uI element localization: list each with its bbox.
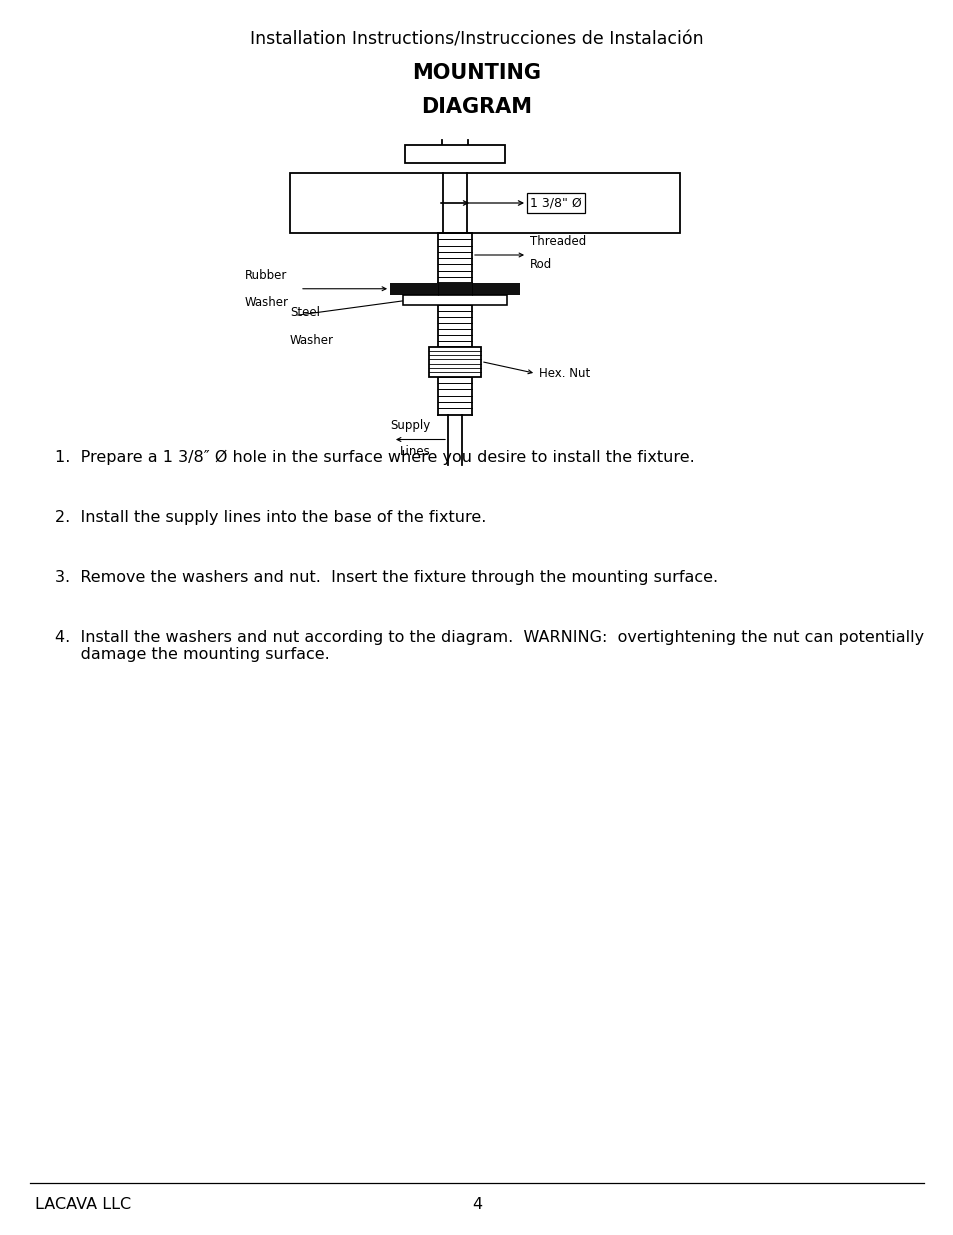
Text: 3.  Remove the washers and nut.  Insert the fixture through the mounting surface: 3. Remove the washers and nut. Insert th…: [55, 571, 718, 585]
Bar: [290, 173, 679, 233]
Text: 2.  Install the supply lines into the base of the fixture.: 2. Install the supply lines into the bas…: [55, 510, 486, 525]
Text: Washer: Washer: [290, 333, 334, 347]
Text: 1.  Prepare a 1 3/8″ Ø hole in the surface where you desire to install the fixtu: 1. Prepare a 1 3/8″ Ø hole in the surfac…: [55, 450, 694, 466]
Text: Washer: Washer: [245, 295, 289, 309]
Bar: [405, 144, 504, 163]
Bar: [402, 294, 506, 305]
Bar: [429, 347, 480, 377]
Text: Installation Instructions/Instrucciones de Instalación: Installation Instructions/Instrucciones …: [250, 30, 703, 48]
Text: 1 3/8" Ø: 1 3/8" Ø: [530, 196, 581, 210]
Text: Rod: Rod: [530, 258, 552, 270]
Text: Supply: Supply: [391, 419, 431, 431]
Text: MOUNTING: MOUNTING: [412, 63, 541, 83]
Text: Steel: Steel: [290, 306, 319, 320]
Text: 4: 4: [472, 1197, 481, 1212]
Text: LACAVA LLC: LACAVA LLC: [35, 1197, 131, 1212]
Text: DIAGRAM: DIAGRAM: [421, 98, 532, 117]
Text: Hex. Nut: Hex. Nut: [538, 367, 590, 380]
Text: Threaded: Threaded: [530, 235, 586, 248]
Text: Lines: Lines: [400, 445, 431, 457]
Text: Rubber: Rubber: [245, 269, 287, 282]
Bar: [390, 283, 519, 294]
Text: 4.  Install the washers and nut according to the diagram.  WARNING:  overtighten: 4. Install the washers and nut according…: [55, 630, 923, 662]
